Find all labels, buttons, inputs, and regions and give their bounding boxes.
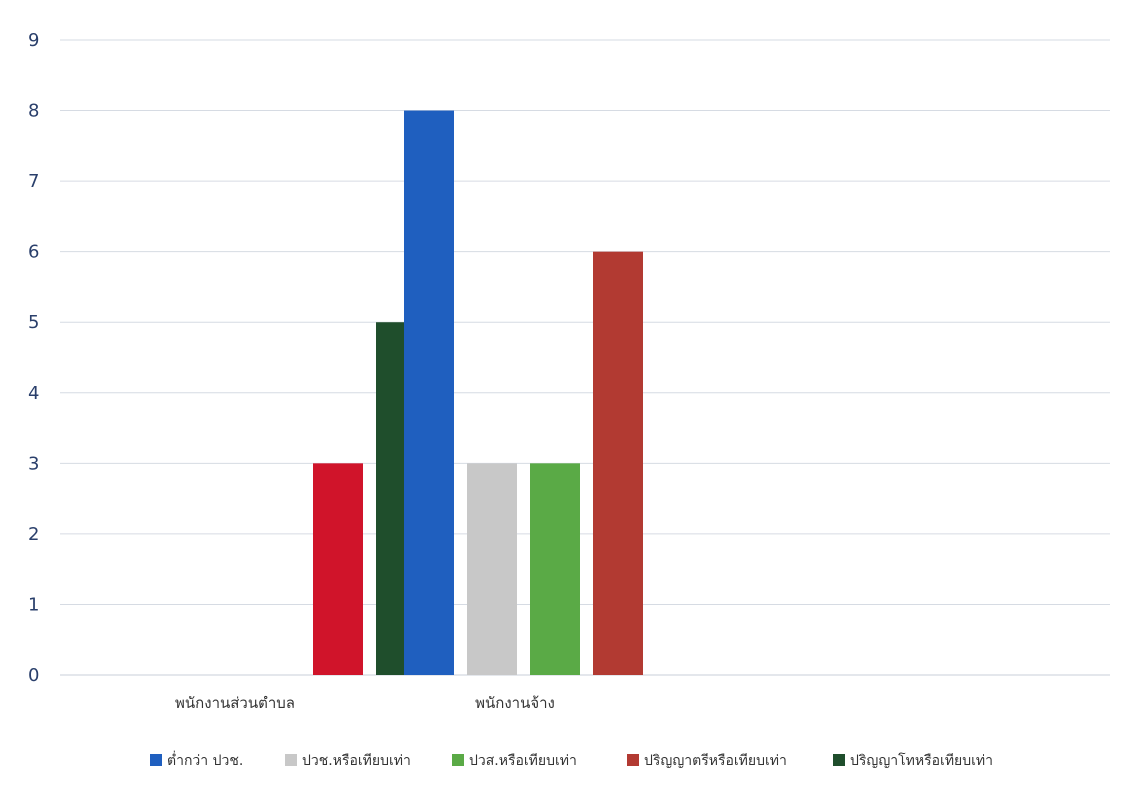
legend-label: ปริญญาโทหรือเทียบเท่า (850, 752, 993, 769)
legend-swatch (627, 754, 639, 766)
bar (467, 463, 517, 675)
legend-label: ปวช.หรือเทียบเท่า (302, 753, 411, 769)
bar (404, 110, 454, 676)
legend-swatch (150, 754, 162, 766)
y-tick-label: 8 (28, 101, 39, 122)
y-tick-label: 7 (28, 171, 39, 192)
x-category-label: พนักงานจ้าง (475, 694, 555, 712)
legend-swatch (452, 754, 464, 766)
y-tick-label: 9 (28, 30, 39, 51)
y-tick-label: 1 (28, 594, 39, 615)
y-tick-label: 6 (28, 242, 39, 263)
y-tick-label: 5 (28, 312, 39, 333)
legend-label: ปริญญาตรีหรือเทียบเท่า (644, 753, 787, 769)
legend-label: ปวส.หรือเทียบเท่า (469, 753, 577, 769)
bar (530, 463, 580, 675)
bar (593, 251, 643, 675)
bar (313, 463, 363, 675)
x-category-label: พนักงานส่วนตำบล (175, 694, 295, 712)
y-tick-label: 4 (28, 383, 39, 404)
legend-swatch (285, 754, 297, 766)
y-tick-label: 0 (28, 665, 39, 686)
y-tick-label: 3 (28, 453, 39, 474)
legend-swatch (833, 754, 845, 766)
legend-label: ต่ำกว่า ปวช. (167, 751, 243, 769)
y-tick-label: 2 (28, 524, 39, 545)
